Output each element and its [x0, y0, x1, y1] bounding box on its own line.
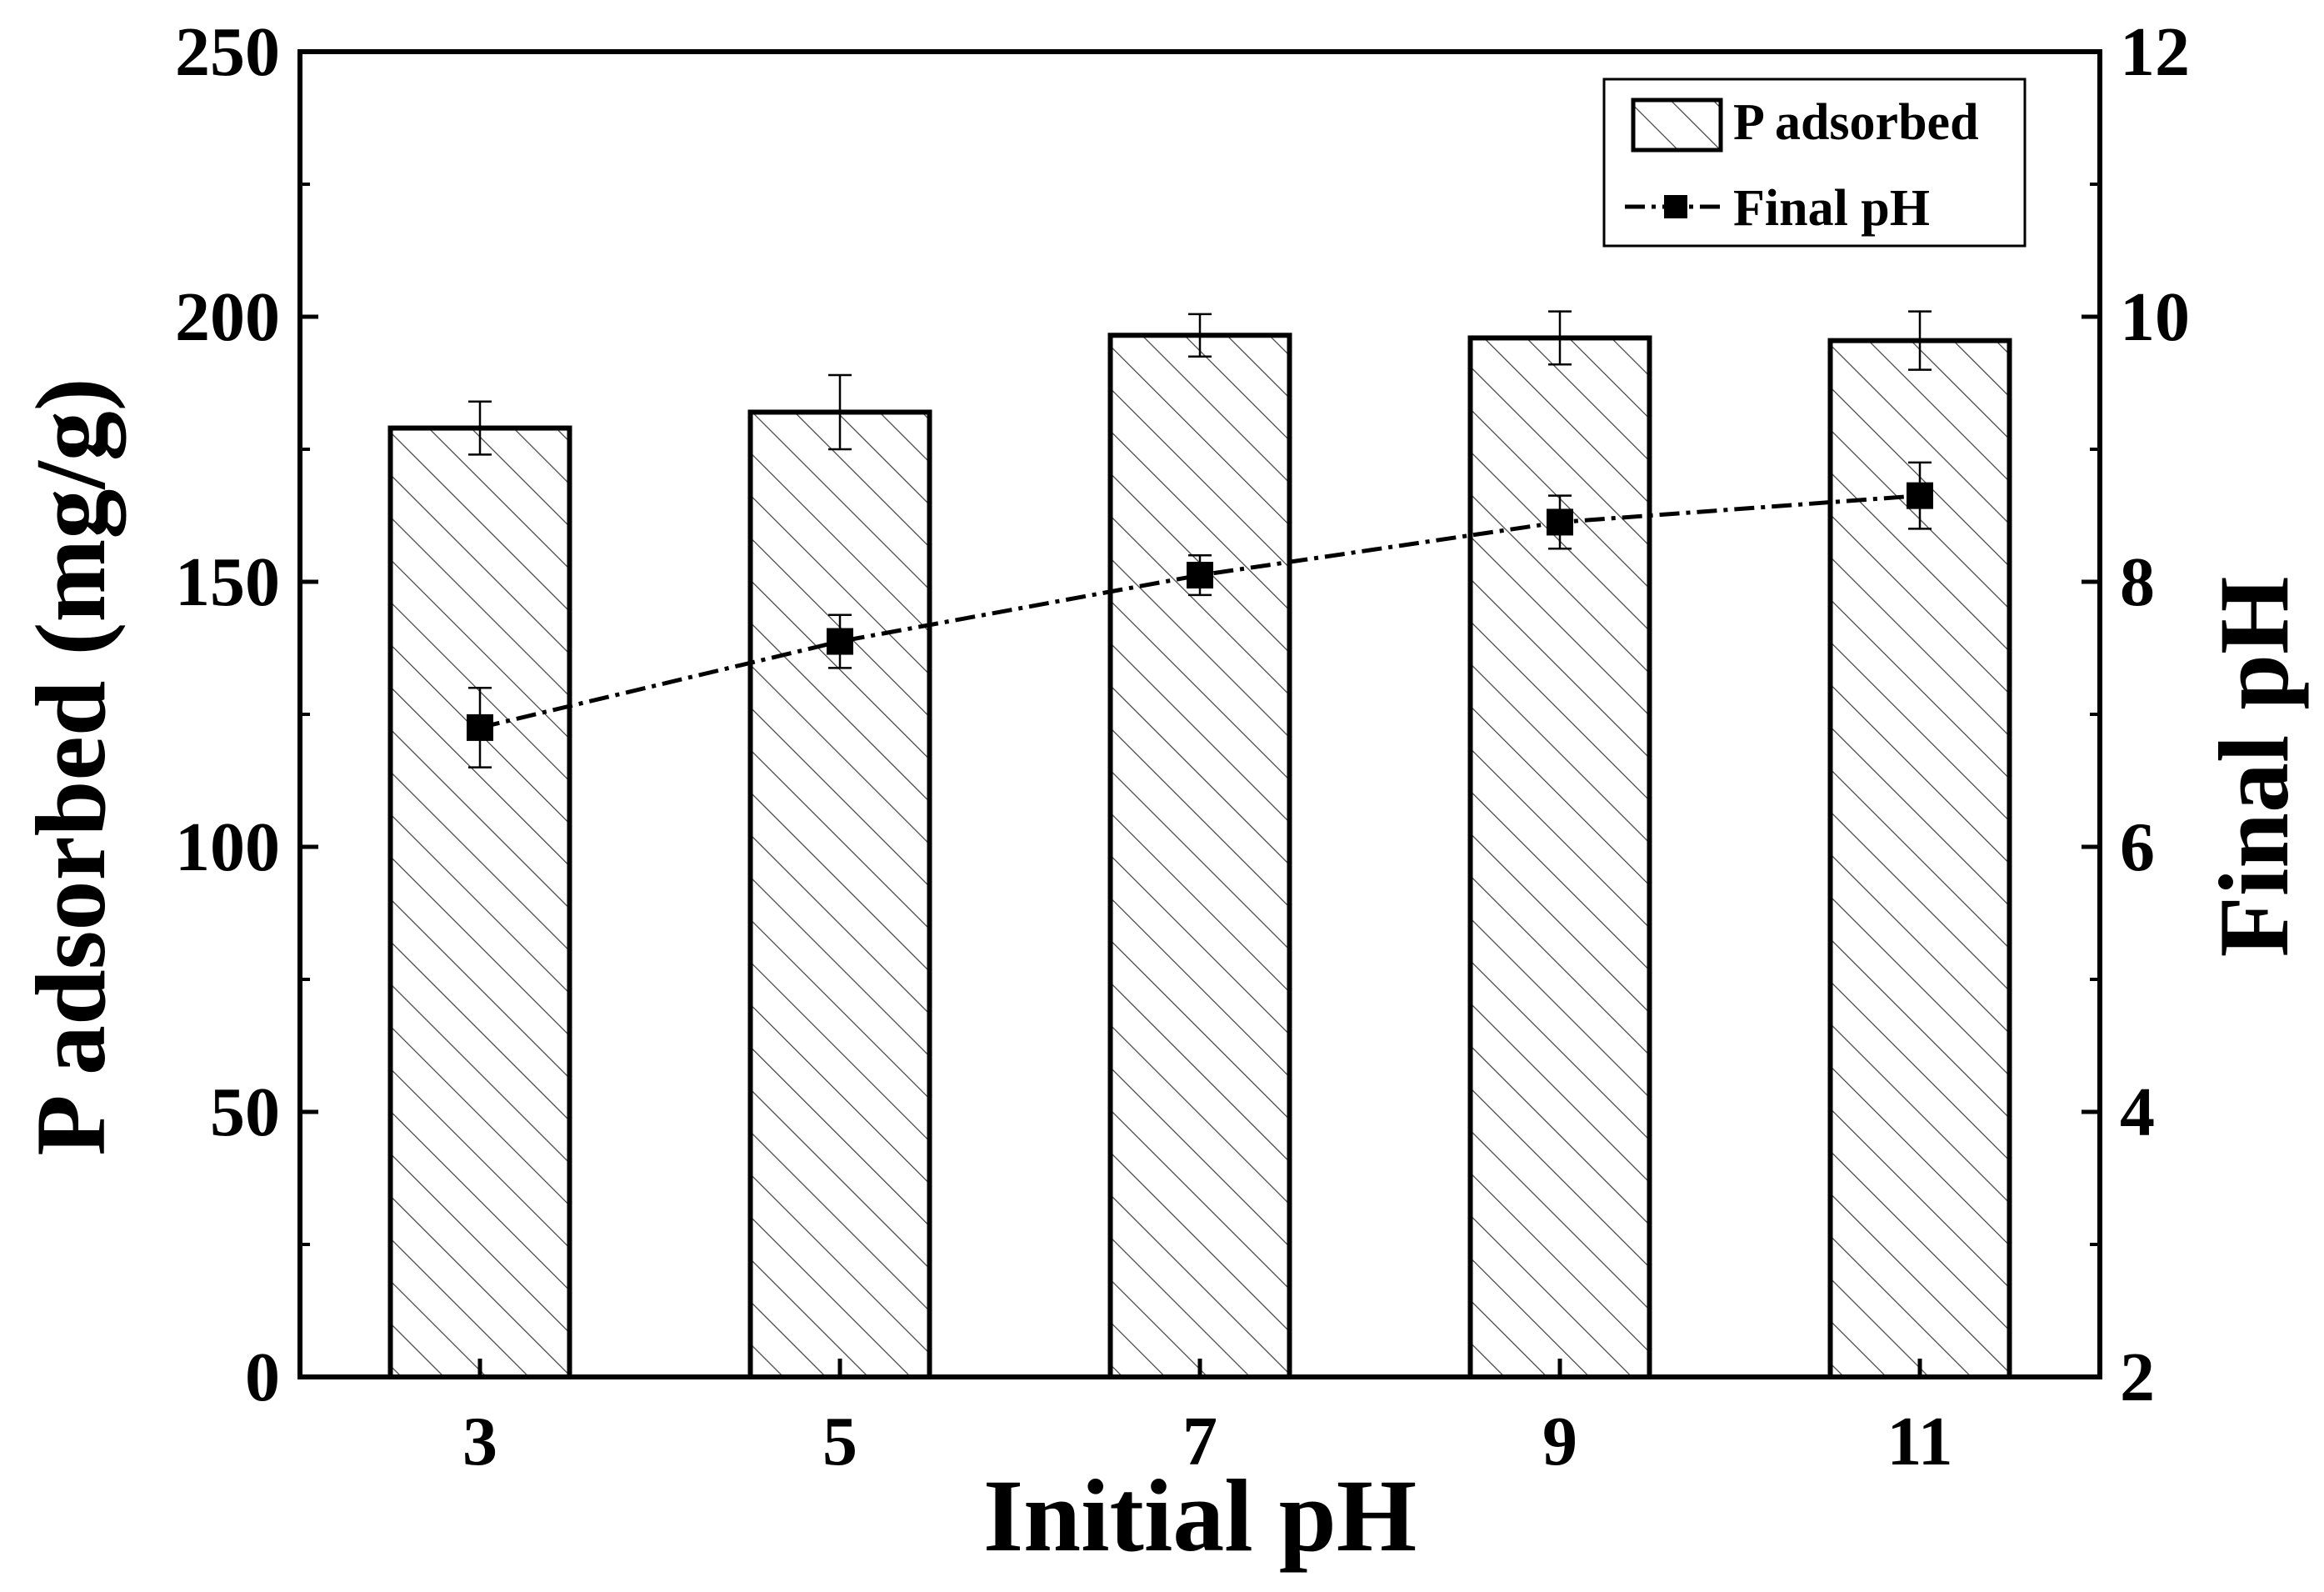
- y2-tick-label-2: 2: [2120, 1339, 2155, 1416]
- x-tick-label-11: 11: [1887, 1403, 1952, 1480]
- y-tick-label-250: 250: [175, 13, 280, 91]
- legend-marker-swatch: [1664, 195, 1687, 218]
- x-tick-label-5: 5: [822, 1403, 857, 1480]
- y-axis-title: P adsorbed (mg/g): [15, 378, 127, 1155]
- y2-tick-label-4: 4: [2120, 1074, 2155, 1151]
- y2-axis-title: Final pH: [2198, 577, 2309, 958]
- bar-9: [1467, 335, 1652, 1380]
- y-tick-label-100: 100: [175, 809, 280, 886]
- legend-bar-swatch: [1631, 98, 1723, 153]
- x-tick-label-7: 7: [1182, 1403, 1217, 1480]
- legend: P adsorbed Final pH: [1602, 78, 2027, 248]
- x-axis-title: Initial pH: [983, 1459, 1417, 1573]
- final-ph-point-11: [1907, 482, 1933, 509]
- final-ph-point-9: [1547, 508, 1573, 536]
- bar-7: [1107, 333, 1292, 1379]
- legend-label-bars: P adsorbed: [1733, 94, 1979, 151]
- y2-tick-label-8: 8: [2120, 543, 2155, 621]
- y2-tick-label-10: 10: [2120, 278, 2190, 356]
- bar-error-bars: [468, 310, 1932, 456]
- legend-label-line: Final pH: [1733, 180, 1930, 237]
- bar-series: [387, 333, 2012, 1380]
- y2-tick-label-6: 6: [2120, 809, 2155, 886]
- final-ph-point-3: [467, 713, 493, 741]
- x-tick-label-9: 9: [1542, 1403, 1577, 1480]
- y-tick-label-50: 50: [210, 1074, 280, 1151]
- final-ph-point-7: [1187, 562, 1213, 589]
- bar-5: [747, 409, 932, 1380]
- line-series: [467, 461, 1933, 768]
- y2-tick-label-12: 12: [2120, 13, 2190, 91]
- x-tick-label-3: 3: [462, 1403, 497, 1480]
- y-tick-label-200: 200: [175, 278, 280, 356]
- y-tick-label-0: 0: [245, 1339, 280, 1416]
- ticks: 0 50 100 150 200 250 2 4 6 8 10 12 3 5 7 9 11: [175, 13, 2190, 1480]
- final-ph-point-5: [827, 628, 853, 655]
- bar-3: [387, 425, 572, 1379]
- y-tick-label-150: 150: [175, 543, 280, 621]
